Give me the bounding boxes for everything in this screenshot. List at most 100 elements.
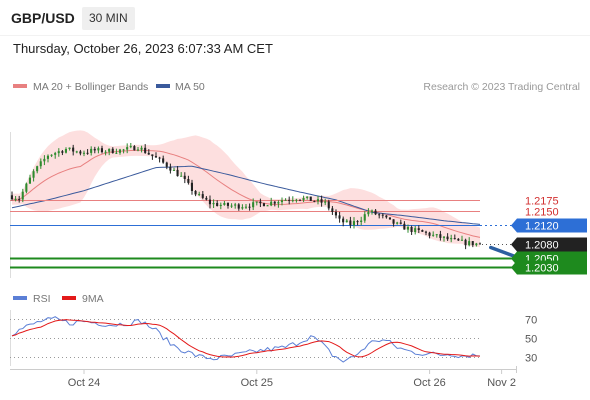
candle (234, 202, 237, 209)
candle (61, 150, 64, 156)
candle (334, 209, 337, 219)
candle-body (82, 152, 85, 154)
candle (223, 200, 226, 206)
level-label-resistance: 1.2150 (525, 207, 559, 219)
candle-body (342, 218, 345, 223)
candle-body (86, 152, 89, 154)
candle-body (403, 223, 406, 230)
candle-body (162, 158, 165, 163)
candle (18, 195, 21, 203)
candle-body (367, 211, 370, 215)
rsi-legend-label: RSI (33, 293, 51, 305)
candle-body (432, 234, 435, 236)
candle (338, 211, 341, 223)
candle (255, 201, 258, 206)
candle (68, 147, 71, 151)
candle (154, 152, 157, 158)
candle-body (349, 220, 352, 226)
candle-body (439, 234, 442, 238)
rsi-tick-label: 50 (525, 334, 537, 346)
level-tag-pointer (511, 237, 517, 252)
candle-body (475, 243, 478, 246)
candle-body (338, 215, 341, 219)
candle (262, 202, 265, 207)
candle (180, 172, 183, 177)
candle (266, 204, 269, 207)
candle-body (32, 171, 35, 178)
candle-body (298, 199, 301, 201)
candle-body (356, 221, 359, 223)
candle-body (378, 214, 381, 216)
level-label-current: 1.2120 (525, 221, 559, 233)
candle-body (194, 191, 197, 195)
ma20-legend-label: MA 20 + Bollinger Bands (33, 81, 148, 93)
candle (320, 195, 323, 207)
candle (302, 195, 305, 203)
credit-text: Research © 2023 Trading Central (423, 81, 580, 93)
candle (403, 221, 406, 230)
candle-body (208, 199, 211, 205)
candle (417, 225, 420, 234)
candle-body (270, 201, 273, 206)
price-levels (10, 200, 517, 269)
candle-body (205, 197, 208, 200)
rsi-ma-legend-label: 9MA (82, 293, 104, 305)
candle-body (396, 222, 399, 224)
candle-body (223, 203, 226, 205)
candle (414, 225, 417, 235)
candle (475, 242, 478, 247)
candle-body (424, 231, 427, 233)
candle (216, 200, 219, 207)
candle-body (252, 202, 255, 208)
candle (10, 191, 13, 201)
candle-body (421, 230, 424, 232)
candle-body (14, 199, 17, 201)
candle (460, 235, 463, 241)
candle-body (39, 161, 42, 167)
candle-body (79, 151, 82, 154)
level-tag-last (517, 237, 587, 252)
candle-body (54, 153, 57, 155)
candle-body (154, 156, 157, 158)
candle (327, 199, 330, 211)
candle-body (180, 175, 183, 177)
candle (306, 196, 309, 200)
candle (468, 237, 471, 247)
candle-body (406, 227, 409, 230)
price-legend: MA 20 + Bollinger Bands MA 50 (13, 81, 205, 93)
candle (111, 147, 114, 154)
candle (172, 167, 175, 171)
candle-body (36, 166, 39, 172)
candle-body (428, 232, 431, 236)
candle-body (93, 148, 96, 151)
candle (82, 150, 85, 157)
rsi-line (11, 316, 481, 363)
candle (28, 174, 31, 184)
candle-body (234, 204, 237, 206)
candle (46, 154, 49, 163)
candle-body (25, 183, 28, 192)
candle (277, 200, 280, 208)
candle (57, 148, 60, 157)
candle-body (345, 220, 348, 223)
candle (428, 231, 431, 239)
candle-body (230, 205, 233, 207)
candle-body (471, 241, 474, 246)
level-label-last: 1.2080 (525, 240, 559, 252)
candle (190, 179, 193, 195)
candle (331, 206, 334, 215)
candle (205, 196, 208, 201)
candle-body (331, 208, 334, 212)
candle (93, 146, 96, 154)
candle-body (392, 219, 395, 224)
candle-body (176, 169, 179, 177)
candle (345, 219, 348, 223)
candle (147, 149, 150, 155)
candle-body (374, 210, 377, 215)
candle (237, 203, 240, 211)
timestamp: Thursday, October 26, 2023 6:07:33 AM CE… (13, 41, 273, 56)
timeframe-badge[interactable]: 30 MIN (82, 7, 135, 30)
candle (450, 234, 453, 243)
candle-body (158, 157, 161, 159)
